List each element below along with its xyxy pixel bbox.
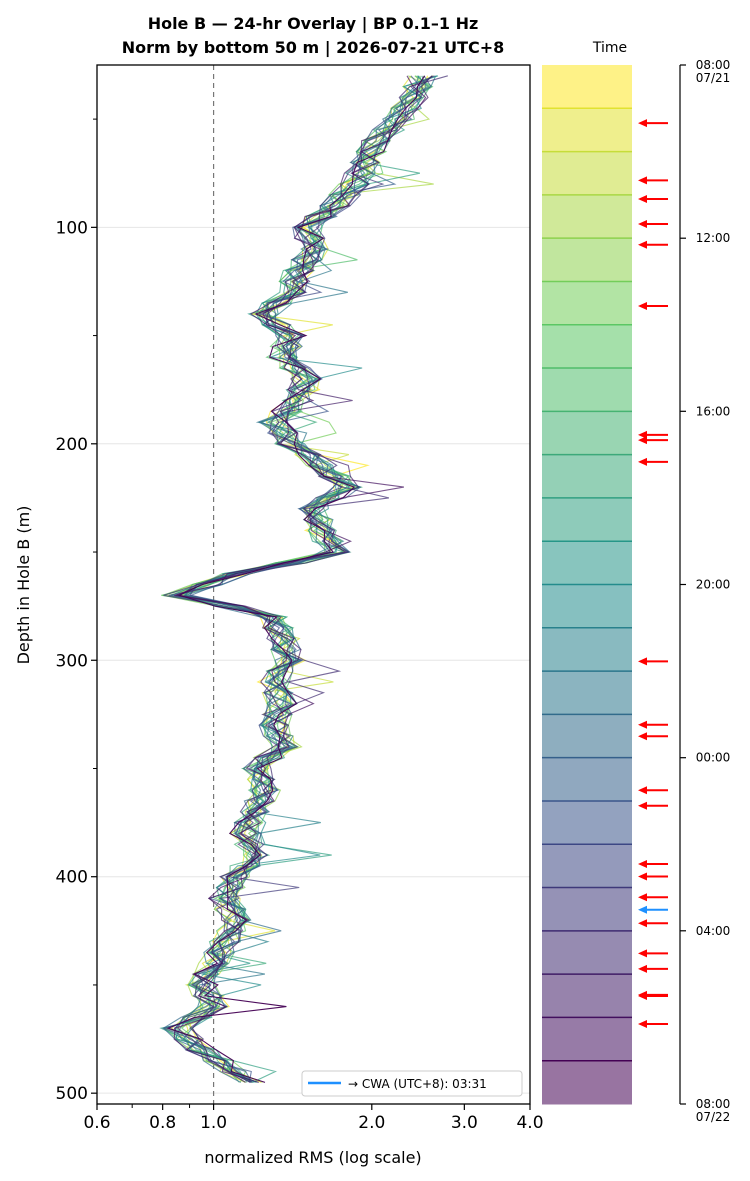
y-tick-label: 500: [56, 1084, 88, 1104]
profile-curve: [161, 75, 421, 1083]
y-tick-label: 400: [56, 868, 88, 888]
colorbar-band: [542, 1017, 632, 1062]
colorbar-tick-label: 20:00: [696, 578, 731, 592]
colorbar-band: [542, 497, 632, 542]
event-arrow-red-head: [638, 786, 647, 795]
chart-title-line1: Hole B — 24-hr Overlay | BP 0.1–1 Hz: [148, 14, 479, 34]
x-axis-label: normalized RMS (log scale): [204, 1148, 421, 1167]
event-arrow-blue-head: [638, 905, 647, 914]
colorbar-band: [542, 108, 632, 153]
x-tick-label: 3.0: [451, 1113, 478, 1133]
legend-label: → CWA (UTC+8): 03:31: [348, 1077, 487, 1091]
colorbar-band: [542, 238, 632, 282]
event-arrow-red-head: [638, 119, 647, 128]
colorbar-band: [542, 757, 632, 802]
colorbar-tick-label: 08:00: [696, 58, 731, 72]
colorbar-band: [542, 194, 632, 239]
profile-curve: [163, 75, 435, 1083]
profile-curve: [173, 75, 427, 1083]
event-arrow-red-head: [638, 919, 647, 928]
event-arrow-red-head: [638, 801, 647, 810]
colorbar-band: [542, 65, 632, 109]
colorbar-band: [542, 800, 632, 845]
event-arrow-red-head: [638, 219, 647, 228]
colorbar-band: [542, 844, 632, 889]
y-axis-ticks: [91, 118, 97, 1094]
y-tick-label: 200: [56, 435, 88, 455]
x-tick-label: 4.0: [516, 1113, 543, 1133]
y-axis-label: Depth in Hole B (m): [14, 506, 33, 665]
y-tick-labels: 100 200 300 400 500: [56, 218, 88, 1104]
colorbar-band: [542, 324, 632, 369]
time-colorbar: Time 08:0007/2112:0016:0020:0000:0004:00…: [542, 40, 730, 1124]
event-arrow-red-head: [638, 240, 647, 249]
colorbar-band: [542, 974, 632, 1018]
colorbar-tick-label: 12:00: [696, 231, 731, 245]
colorbar-ticks: 08:0007/2112:0016:0020:0000:0004:0008:00…: [680, 58, 730, 1124]
colorbar-tick-sublabel: 07/22: [696, 1110, 731, 1124]
colorbar-band: [542, 368, 632, 412]
colorbar-band: [542, 541, 632, 585]
legend: → CWA (UTC+8): 03:31: [301, 1070, 523, 1097]
x-tick-label: 2.0: [358, 1113, 385, 1133]
event-arrow-red-head: [638, 302, 647, 311]
plot-area: 0.6 0.8 1.0 2.0 3.0 4.0 100 200 300 400 500 norma…: [14, 64, 544, 1167]
colorbar-band: [542, 281, 632, 326]
colorbar-tick-label: 00:00: [696, 751, 731, 765]
x-tick-label: 1.0: [200, 1113, 227, 1133]
colorbar-band: [542, 151, 632, 196]
colorbar-band: [542, 671, 632, 715]
event-arrow-red-head: [638, 720, 647, 729]
colorbar-band: [542, 584, 632, 629]
event-arrow-red-head: [638, 195, 647, 204]
colorbar-bands: [542, 65, 632, 1105]
colorbar-tick-label: 04:00: [696, 924, 731, 938]
x-tick-labels: 0.6 0.8 1.0 2.0 3.0 4.0: [83, 1113, 543, 1133]
colorbar-band: [542, 887, 632, 932]
colorbar-tick-sublabel: 07/21: [696, 71, 731, 85]
colorbar-band: [542, 1060, 632, 1105]
event-arrow-red-head: [638, 893, 647, 902]
colorbar-tick-label: 16:00: [696, 404, 731, 418]
colorbar-band: [542, 627, 632, 672]
event-arrow-red-head: [638, 859, 647, 868]
event-arrow-red-head: [638, 657, 647, 666]
event-arrow-red-head: [638, 732, 647, 741]
colorbar-band: [542, 714, 632, 759]
event-arrow-red-head: [638, 430, 647, 439]
x-axis-ticks: [96, 1104, 531, 1110]
chart-title-line2: Norm by bottom 50 m | 2026-07-21 UTC+8: [122, 38, 505, 58]
colorbar-band: [542, 411, 632, 456]
colorbar-band: [542, 930, 632, 975]
event-arrow-red-head: [638, 872, 647, 881]
colorbar-band: [542, 454, 632, 499]
event-arrow-red-head: [638, 436, 647, 445]
event-arrow-red-head: [638, 176, 647, 185]
event-arrows: [638, 119, 668, 1028]
y-tick-label: 100: [56, 218, 88, 238]
event-arrow-red-head: [638, 1019, 647, 1028]
colorbar-tick-label: 08:00: [696, 1097, 731, 1111]
x-tick-label: 0.6: [83, 1113, 110, 1133]
y-tick-label: 300: [56, 651, 88, 671]
colorbar-label: Time: [592, 40, 627, 56]
profile-curve: [166, 75, 426, 1083]
x-tick-label: 0.8: [149, 1113, 176, 1133]
event-arrow-red-head: [638, 991, 647, 1000]
event-arrow-red-head: [638, 964, 647, 973]
event-arrow-red-head: [638, 949, 647, 958]
event-arrow-red-head: [638, 457, 647, 466]
profile-curves: [159, 75, 448, 1083]
plot-frame: [96, 64, 531, 1105]
legend-box: [301, 1070, 523, 1097]
